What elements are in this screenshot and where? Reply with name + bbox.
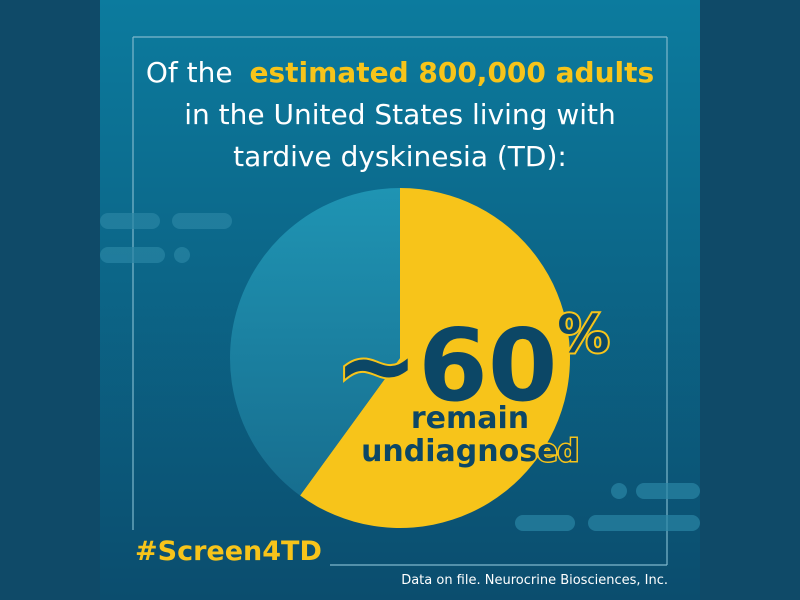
slice-label: remain undiagnosed: [361, 401, 579, 469]
decor-dashes: [100, 213, 700, 531]
title-line: Of the estimated 800,000 adults: [146, 56, 654, 89]
pie: [230, 188, 570, 528]
title-line: in the United States living with: [184, 98, 616, 131]
hashtag: #Screen4TD: [135, 536, 322, 567]
frame: [132, 36, 668, 566]
pie-slice: [230, 188, 400, 496]
title-highlight: estimated 800,000 adults: [249, 56, 654, 89]
footnote: Data on file. Neurocrine Biosciences, In…: [401, 573, 668, 588]
pie-slice: [300, 188, 570, 528]
title-line: tardive dyskinesia (TD):: [233, 140, 567, 173]
title-lead: Of the: [146, 56, 233, 89]
value-label: ~60%: [334, 305, 609, 424]
